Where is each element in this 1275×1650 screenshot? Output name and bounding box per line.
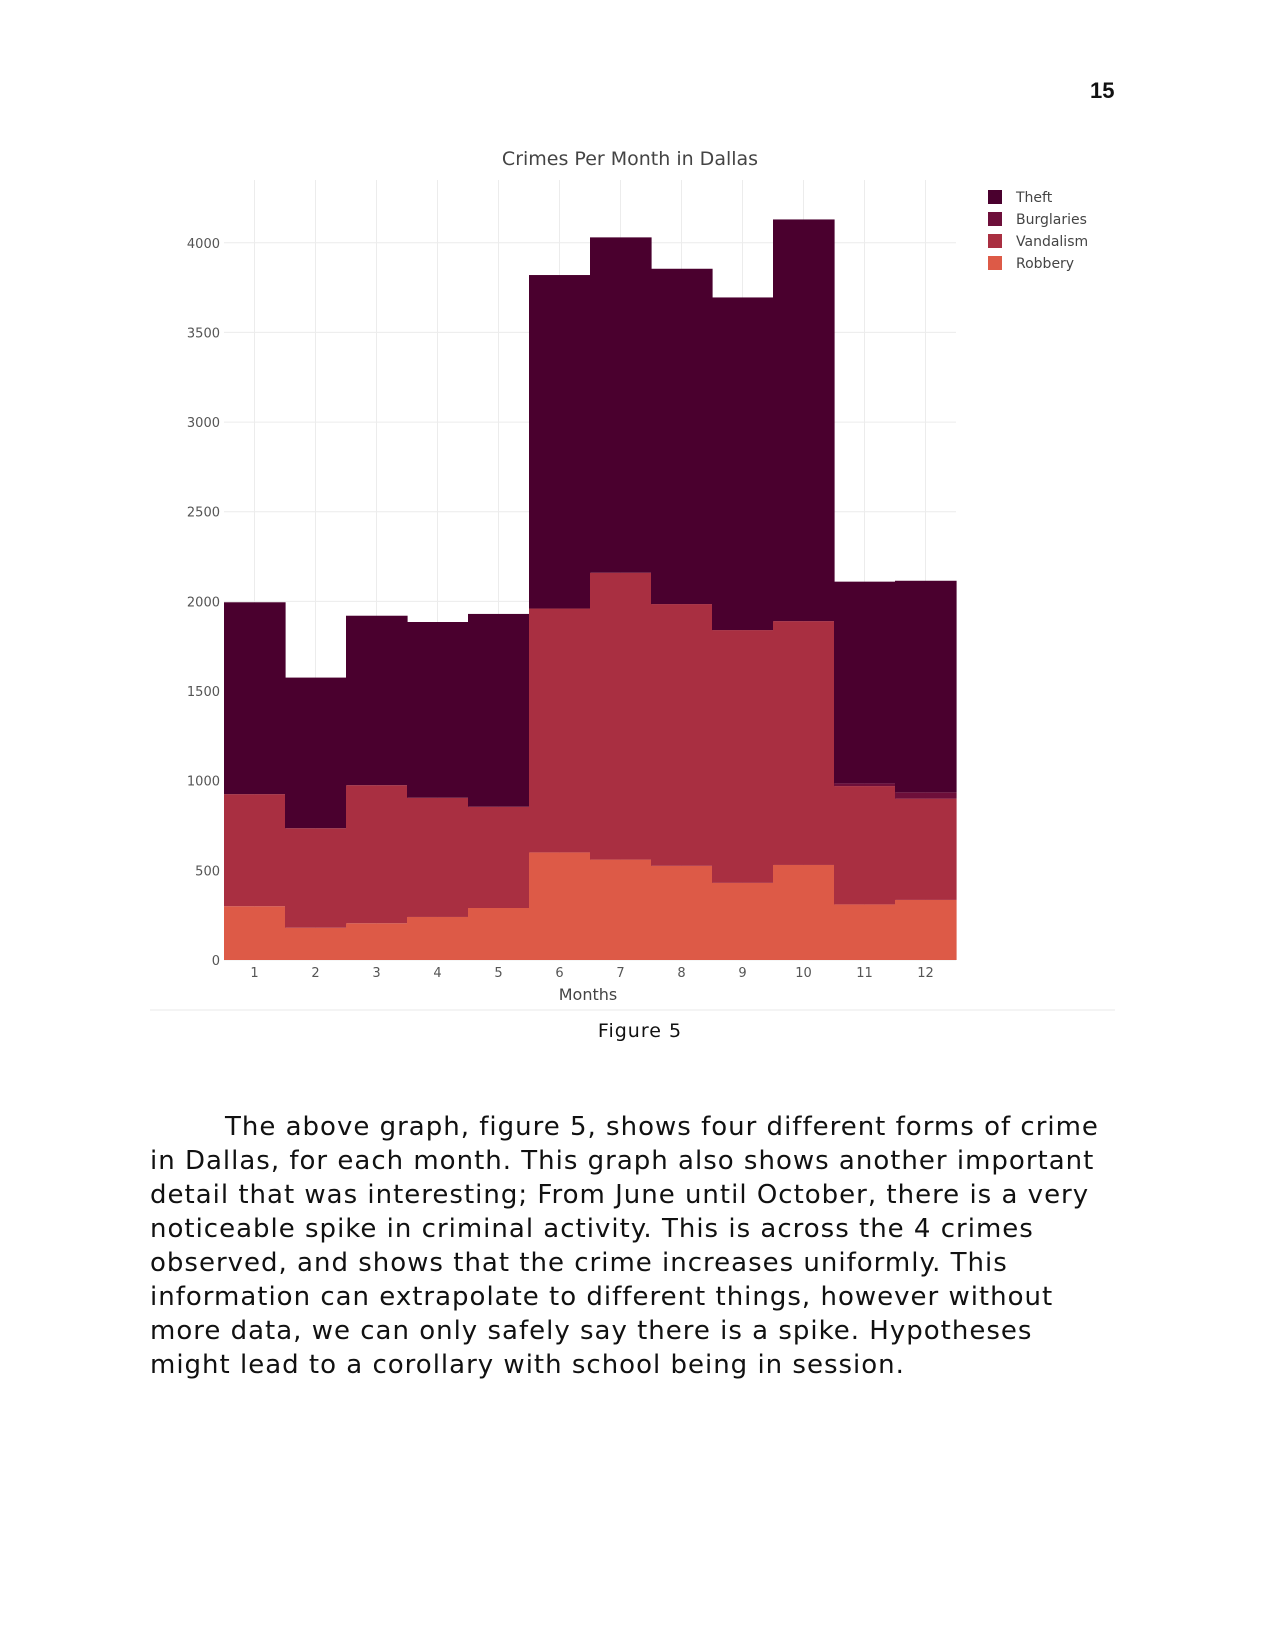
bar-segment xyxy=(590,572,652,860)
bar-segment xyxy=(285,828,347,928)
legend-label: Burglaries xyxy=(1016,212,1087,228)
bars-layer xyxy=(224,219,957,960)
y-tick-label: 3000 xyxy=(187,416,220,431)
bar-segment xyxy=(895,798,957,900)
bar-segment xyxy=(590,859,652,960)
bar-segment xyxy=(468,806,530,908)
bar-segment xyxy=(651,865,713,960)
bar-segment xyxy=(224,906,286,960)
x-tick-label: 8 xyxy=(677,966,685,981)
bar-segment xyxy=(712,882,774,960)
bar-segment xyxy=(224,602,286,795)
y-tick-label: 1500 xyxy=(187,685,220,700)
y-tick-label: 0 xyxy=(212,954,220,969)
bar-segment xyxy=(834,581,896,784)
x-tick-label: 5 xyxy=(494,966,502,981)
legend-swatch xyxy=(988,212,1002,226)
x-tick-label: 7 xyxy=(616,966,624,981)
y-tick-label: 2500 xyxy=(187,506,220,521)
x-tick-label: 6 xyxy=(555,966,563,981)
bar-segment xyxy=(895,899,957,960)
x-axis-label: Months xyxy=(559,985,617,1004)
bar-segment xyxy=(590,237,652,573)
x-tick-label: 9 xyxy=(738,966,746,981)
x-tick-label: 10 xyxy=(795,966,812,981)
legend: Theft Burglaries Vandalism Robbery xyxy=(988,190,1088,272)
x-tick-label: 4 xyxy=(433,966,441,981)
y-tick-label: 500 xyxy=(195,864,220,879)
bar-segment xyxy=(407,797,469,917)
bar-segment xyxy=(285,677,347,829)
bar-segment xyxy=(407,916,469,960)
x-tick-label: 12 xyxy=(917,966,934,981)
bar-segment xyxy=(468,908,530,960)
y-tick-label: 1000 xyxy=(187,775,220,790)
figure-caption: Figure 5 xyxy=(597,1020,683,1042)
bar-segment xyxy=(773,219,835,622)
page-number: 15 xyxy=(1090,78,1115,103)
y-tick-label: 2000 xyxy=(187,595,220,610)
y-tick-label: 4000 xyxy=(187,237,220,252)
x-tick-label: 11 xyxy=(856,966,873,981)
bar-segment xyxy=(773,864,835,960)
bar-segment xyxy=(346,615,408,786)
legend-swatch xyxy=(988,190,1002,204)
bar-segment xyxy=(712,297,774,631)
x-tick-label: 1 xyxy=(250,966,258,981)
y-tick-label: 3500 xyxy=(187,326,220,341)
bar-segment xyxy=(712,630,774,883)
bar-segment xyxy=(834,904,896,960)
bar-segment xyxy=(407,622,469,798)
bar-segment xyxy=(834,786,896,905)
legend-label: Theft xyxy=(1015,190,1053,206)
bar-segment xyxy=(529,275,591,609)
x-tick-label: 2 xyxy=(311,966,319,981)
chart-title: Crimes Per Month in Dallas xyxy=(502,148,758,170)
bar-segment xyxy=(468,613,530,807)
bar-segment xyxy=(529,852,591,960)
bar-segment xyxy=(285,927,347,960)
bar-segment xyxy=(834,783,896,787)
bar-segment xyxy=(224,794,286,907)
bar-segment xyxy=(346,923,408,960)
body-paragraph: The above graph, figure 5, shows four di… xyxy=(150,1112,1099,1380)
legend-swatch xyxy=(988,256,1002,270)
x-tick-label: 3 xyxy=(372,966,380,981)
legend-label: Robbery xyxy=(1016,256,1074,272)
stacked-bar-chart: Crimes Per Month in Dallas 0 500 1000 1500 2… xyxy=(150,148,1115,1011)
bar-segment xyxy=(895,580,957,793)
bar-segment xyxy=(346,785,408,924)
bar-segment xyxy=(895,792,957,799)
bar-segment xyxy=(773,621,835,865)
bar-segment xyxy=(651,268,713,605)
bar-segment xyxy=(529,608,591,853)
legend-swatch xyxy=(988,234,1002,248)
bar-segment xyxy=(651,604,713,866)
legend-label: Vandalism xyxy=(1016,234,1088,250)
